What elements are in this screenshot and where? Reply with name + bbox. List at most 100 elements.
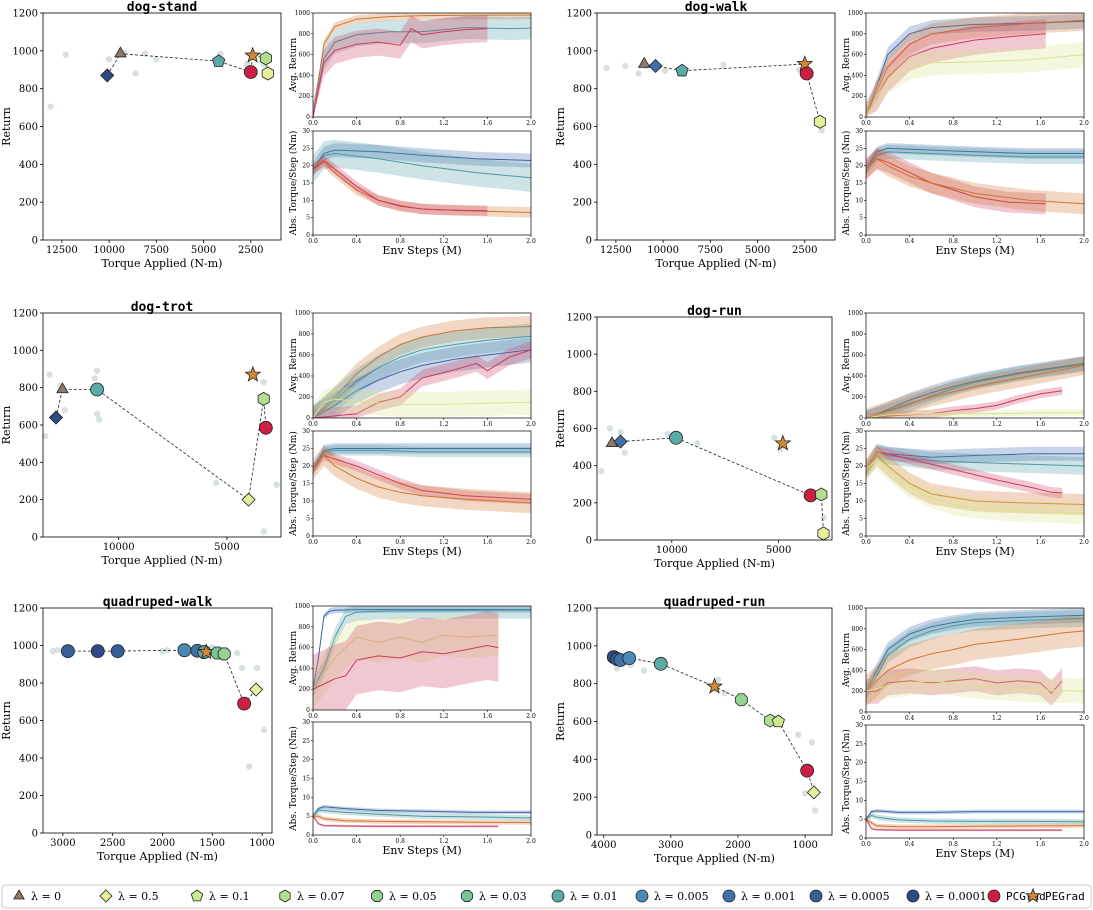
x-tick-label: 2.0: [526, 421, 536, 428]
y-tick-label: 200: [19, 495, 38, 506]
y-tick-label: 5: [859, 215, 863, 222]
y-tick-label: 15: [302, 180, 310, 187]
ghost-point: [820, 514, 827, 521]
legend-marker-lambda_0.005: [635, 889, 649, 903]
x-tick-label: 2.0: [1079, 841, 1089, 848]
x-tick-label: 2.0: [526, 539, 536, 546]
ghost-point: [598, 468, 605, 475]
y-tick-label: 0: [859, 114, 863, 121]
line-curve_orange: [866, 630, 1084, 692]
ghost-point: [46, 371, 53, 378]
x-tick-label: 0.0: [308, 120, 318, 127]
y-tick-label: 20: [302, 463, 310, 470]
line-curve_blue: [313, 609, 531, 690]
x-tick-label: 1.2: [992, 539, 1002, 546]
y-tick-label: 1000: [567, 641, 592, 652]
series-area: [866, 809, 1084, 832]
band-curve_orange: [866, 356, 1084, 418]
ghost-points: [598, 425, 827, 521]
y-tick-label: 1200: [13, 9, 38, 20]
band-curve_blue: [866, 14, 1084, 117]
x-tick-label: 0.4: [352, 539, 362, 546]
legend-marker-lambda_0.001: [722, 889, 736, 903]
returns-plot: 0 200 400 600 800 1000 0.0 0.4 0.8 1.2 1.6 2.0 Avg. …: [289, 310, 536, 428]
plot-frame: [865, 12, 1085, 118]
band-curve_orange: [313, 445, 531, 514]
x-tick-label: 0.8: [948, 539, 958, 546]
x-axis-label: Env Steps (M): [382, 545, 461, 558]
y-tick-label: 200: [573, 198, 592, 209]
point-lambda_0.5: [249, 682, 264, 697]
torque-plot: 0 5 10 15 20 25 30 0.0 0.4 0.8 1.2 1.6 2.0 Abs. Torqu…: [288, 719, 536, 857]
plot-frame: [312, 605, 532, 711]
x-tick-label: 1.6: [483, 713, 493, 720]
y-tick-label: 25: [855, 741, 863, 748]
y-axis-label: Return: [0, 406, 13, 445]
band-curve_teal: [866, 443, 1084, 479]
y-tick-label: 5: [306, 516, 310, 523]
x-tick-label: 0.0: [308, 539, 318, 546]
ghost-point: [606, 425, 614, 432]
band-curve_teal: [866, 812, 1084, 825]
point-PEGrad: [244, 365, 262, 382]
y-tick-label: 15: [855, 481, 863, 488]
y-tick-label: 0: [859, 709, 863, 716]
x-tick-label: 10000: [103, 542, 135, 553]
ghost-points: [607, 650, 819, 814]
point-lambda_0.01: [675, 63, 689, 77]
band-curve_blue: [313, 337, 531, 418]
x-tick-label: 7500: [698, 245, 723, 256]
line-curve_blue: [866, 147, 1084, 170]
series-area: [866, 143, 1084, 215]
band-curve_orange: [866, 148, 1084, 215]
x-tick-label: 0.8: [948, 238, 958, 245]
ghost-point: [812, 807, 819, 814]
legend-marker-lambda_0.01: [551, 889, 565, 903]
x-tick-label: 0.4: [352, 120, 362, 127]
y-tick-label: 800: [19, 679, 38, 690]
y-tick-label: 15: [302, 481, 310, 488]
y-tick-label: 20: [855, 760, 863, 767]
x-tick-label: 0.4: [905, 715, 915, 722]
x-tick-label: 0.0: [861, 238, 871, 245]
y-axis-label: Avg. Return: [289, 631, 299, 687]
x-tick-label: 0.8: [395, 421, 405, 428]
ghost-point: [61, 406, 68, 414]
legend-label: λ = 0.07: [297, 890, 345, 903]
point-lambda_0.5: [813, 114, 826, 129]
line-curve_yellow: [313, 634, 499, 690]
line-curve_teal: [866, 151, 1084, 170]
y-tick-label: 30: [302, 128, 310, 135]
ghost-point: [105, 56, 113, 63]
scatter-plot: quadruped-run 0 200 400 600 800 1000 1200 4000 30…: [554, 595, 833, 865]
point-lambda_0.07: [257, 391, 270, 406]
ghost-point: [62, 51, 69, 58]
ghost-point: [212, 479, 220, 487]
ghost-point: [96, 416, 103, 423]
y-tick-label: 400: [573, 755, 592, 766]
y-tick-label: 30: [855, 428, 863, 435]
point-lambda_0.01: [212, 54, 226, 67]
pareto-line: [106, 53, 269, 76]
line-curve_blue: [866, 20, 1084, 117]
x-tick-label: 2500: [792, 245, 817, 256]
y-tick-label: 5: [859, 816, 863, 823]
legend-label: λ = 0.1: [209, 890, 250, 903]
x-tick-label: 1.6: [1036, 539, 1046, 546]
y-tick-label: 800: [299, 31, 311, 38]
ghost-point: [613, 665, 621, 672]
x-tick-label: 1.6: [1036, 120, 1046, 127]
ghost-point: [93, 367, 101, 375]
y-tick-label: 400: [299, 72, 311, 79]
y-tick-label: 400: [852, 373, 864, 380]
ghost-point: [635, 70, 642, 77]
returns-plot: 0 200 400 600 800 1000 0.0 0.4 0.8 1.2 1.6 2.0 Avg. …: [842, 10, 1089, 127]
line-curve_blue: [866, 614, 1084, 692]
band-curve_yellow: [313, 386, 531, 418]
line-curve_red: [313, 644, 499, 690]
chart-title: dog-stand: [127, 0, 197, 15]
band-curve_teal: [313, 323, 531, 418]
line-curve_orange: [866, 818, 1084, 828]
band-curve_red: [866, 666, 1063, 706]
ghost-point: [808, 739, 816, 746]
